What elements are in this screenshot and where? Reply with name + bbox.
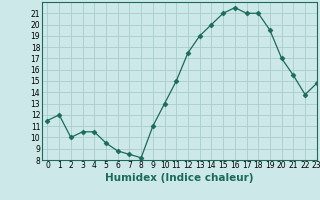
X-axis label: Humidex (Indice chaleur): Humidex (Indice chaleur): [105, 173, 253, 183]
